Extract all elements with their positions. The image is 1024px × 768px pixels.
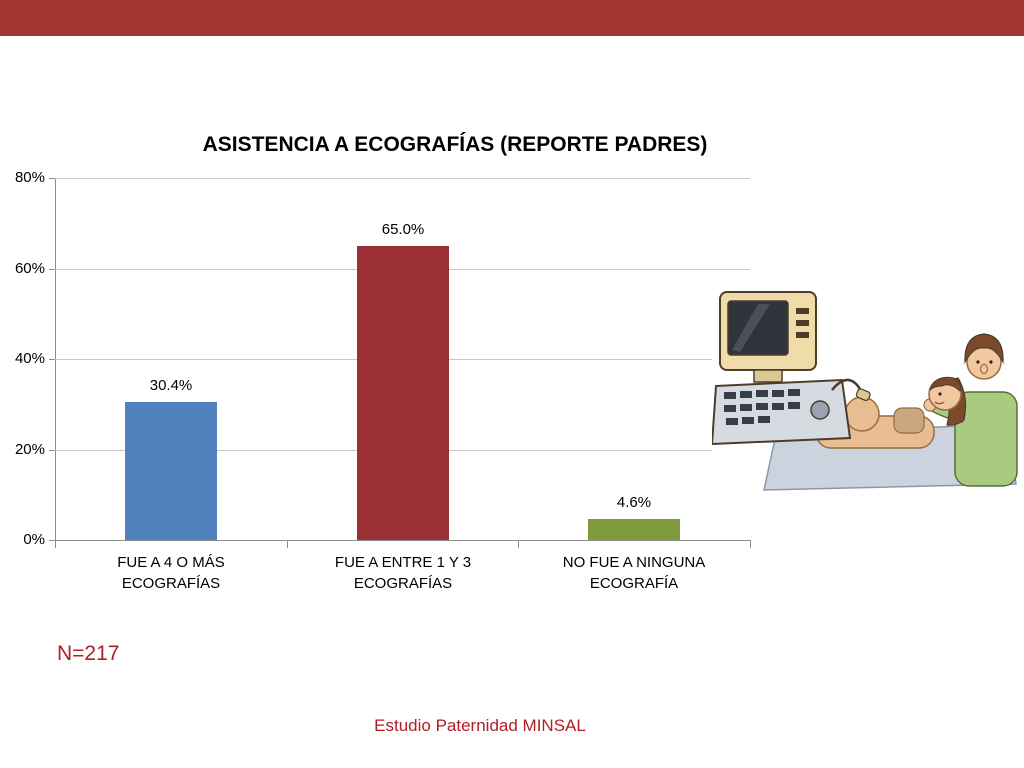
- x-axis-label: FUE A 4 O MÁS ECOGRAFÍAS: [117, 554, 225, 592]
- bar-value-label: 4.6%: [616, 494, 652, 511]
- ultrasound-probe: [855, 388, 871, 401]
- y-axis-label: 0%: [23, 531, 45, 548]
- gridline: [55, 178, 750, 179]
- footer-caption: Estudio Paternidad MINSAL: [374, 716, 586, 735]
- y-axis-tick: [49, 540, 55, 541]
- x-axis-tick: [287, 540, 288, 548]
- ultrasound-machine: [712, 291, 871, 446]
- y-axis-tick: [49, 178, 55, 179]
- bar: [588, 519, 680, 540]
- x-axis-line: [55, 540, 750, 541]
- y-axis-tick: [49, 450, 55, 451]
- bar: [357, 246, 449, 540]
- sample-size-label: N=217: [57, 642, 120, 665]
- x-axis-tick: [750, 540, 751, 548]
- ultrasound-exam-illustration: [712, 278, 1018, 504]
- top-banner: [0, 0, 1024, 36]
- y-axis-label: 20%: [14, 441, 45, 458]
- chart-title: ASISTENCIA A ECOGRAFÍAS (REPORTE PADRES): [202, 133, 708, 156]
- y-axis-label: 40%: [14, 350, 45, 367]
- x-axis-tick: [518, 540, 519, 548]
- bar-value-label: 65.0%: [381, 221, 425, 238]
- x-axis-label: FUE A ENTRE 1 Y 3 ECOGRAFÍAS: [334, 554, 472, 592]
- y-axis-tick: [49, 269, 55, 270]
- bar-value-label: 30.4%: [149, 377, 193, 394]
- bar: [125, 402, 217, 540]
- y-axis-tick: [49, 359, 55, 360]
- y-axis-label: 80%: [14, 169, 45, 186]
- x-axis-label: NO FUE A NINGUNA ECOGRAFÍA: [562, 554, 706, 592]
- patient-figure: [815, 376, 967, 449]
- plot-area: 0% 20% 40% 60% 80% 30.4% FUE A 4 O MÁS ECOGRAF…: [15, 169, 751, 592]
- y-axis-label: 60%: [14, 260, 45, 277]
- x-axis-tick: [55, 540, 56, 548]
